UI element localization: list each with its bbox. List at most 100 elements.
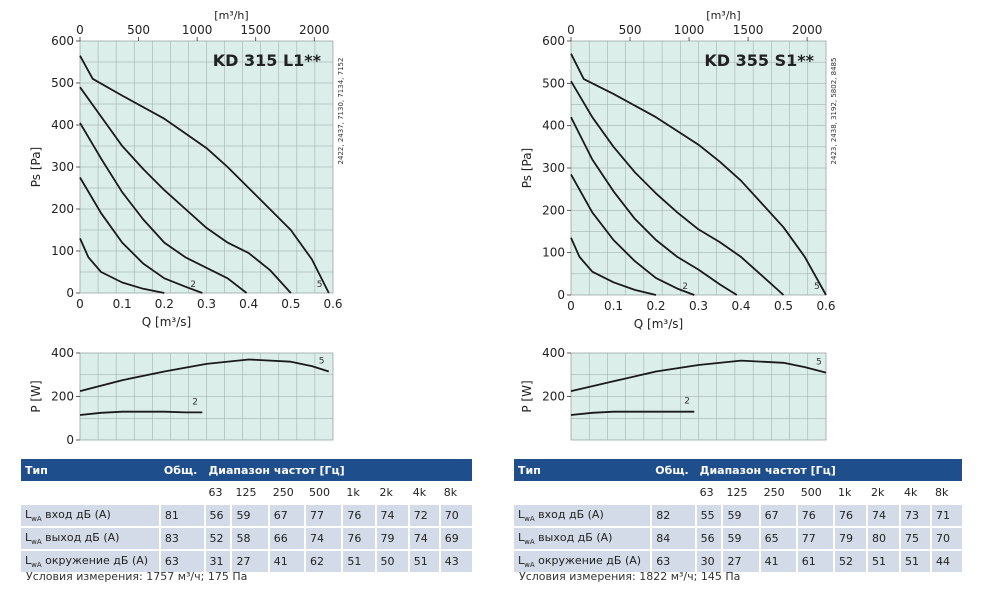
row-label: LwA вход дБ (А) [21, 503, 160, 527]
freq-cell: 63 [204, 481, 232, 504]
y-tick-label: 200 [51, 390, 74, 404]
y-tick-label: 0 [557, 288, 565, 302]
x-axis-label: Q [m³/s] [142, 315, 191, 329]
x-tick-label: 0 [567, 299, 575, 313]
curve-label: 2 [682, 282, 688, 292]
performance-curve [79, 358, 330, 392]
freq-cell: 1k [342, 481, 376, 504]
y-tick-label: 400 [542, 119, 565, 133]
table-cell: 65 [758, 526, 797, 550]
table-cell: 56 [694, 526, 723, 550]
x-tick-label: 0.1 [113, 297, 132, 311]
y-tick-label: 300 [51, 160, 74, 174]
freq-row: 63 125 250 500 1k 2k 4k 8k [514, 481, 962, 504]
table-cell: 77 [304, 503, 343, 527]
performance-curve [79, 410, 203, 416]
chart-title: KD 315 L1** [213, 51, 322, 70]
row-total: 63 [158, 549, 205, 572]
sound-table-right: Тип Общ. Диапазон частот [Гц] 63 125 250… [514, 459, 962, 572]
table-cell: 80 [865, 526, 901, 550]
table-row: LwA вход дБ (А) 82 55 59 67 76 76 74 73 … [514, 503, 962, 527]
performance-curve [570, 116, 738, 296]
table-cell: 55 [694, 503, 723, 527]
y-tick-label: 500 [542, 76, 565, 90]
table-header-row: Тип Общ. Диапазон частот [Гц] [514, 459, 962, 481]
x-tick-label: 0.2 [646, 299, 665, 313]
table-cell: 74 [865, 503, 901, 527]
row-label: LwA окружение дБ (А) [514, 549, 652, 572]
header-range: Диапазон частот [Гц] [204, 459, 472, 481]
table-cell: 59 [721, 526, 760, 550]
table-row: LwA окружение дБ (А) 63 31 27 41 62 51 5… [21, 549, 472, 572]
freq-cell: 2k [866, 481, 901, 504]
table-cell: 74 [407, 526, 440, 550]
table-cell: 70 [438, 503, 472, 527]
y-axis-label: Ps [Pa] [29, 147, 43, 188]
freq-cell: 250 [268, 481, 306, 504]
top-tick-label: 500 [127, 23, 150, 37]
table-cell: 79 [374, 526, 409, 550]
curve-label: 2 [192, 397, 198, 407]
top-tick-label: 1000 [182, 23, 213, 37]
row-total: 84 [650, 526, 696, 550]
table-row: LwA выход дБ (А) 84 56 59 65 77 79 80 75… [514, 526, 962, 550]
table-cell: 71 [929, 503, 962, 527]
freq-cell: 1k [833, 481, 867, 504]
table-cell: 67 [758, 503, 797, 527]
y-tick-label: 200 [51, 202, 74, 216]
table-cell: 69 [438, 526, 472, 550]
row-total: 82 [650, 503, 696, 527]
x-tick-label: 0.3 [197, 297, 216, 311]
x-tick-label: 0.1 [604, 299, 623, 313]
table-cell: 76 [341, 503, 376, 527]
top-tick-label: 1500 [733, 23, 764, 37]
x-tick-label: 0.3 [689, 299, 708, 313]
table-cell: 52 [832, 549, 867, 572]
row-label: LwA выход дБ (А) [514, 526, 652, 550]
performance-curve [570, 53, 827, 296]
freq-cell: 500 [305, 481, 343, 504]
performance-curve [79, 238, 165, 294]
table-cell: 67 [267, 503, 306, 527]
performance-curve [570, 80, 785, 296]
top-tick-label: 0 [76, 23, 84, 37]
table-cell: 41 [267, 549, 306, 572]
table-cell: 56 [203, 503, 232, 527]
performance-curve [79, 86, 292, 294]
chart-title: KD 355 S1** [704, 51, 814, 70]
table-cell: 76 [341, 526, 376, 550]
top-tick-label: 2000 [299, 23, 330, 37]
table-cell: 58 [230, 526, 269, 550]
y-axis-label: P [W] [520, 380, 534, 412]
table-cell: 51 [865, 549, 901, 572]
freq-row: 63 125 250 500 1k 2k 4k 8k [21, 481, 472, 504]
header-range: Диапазон частот [Гц] [695, 459, 962, 481]
header-type: Тип [21, 459, 160, 481]
y-tick-label: 0 [66, 286, 74, 300]
measurement-condition-right: Условия измерения: 1822 м³/ч; 145 Па [519, 570, 741, 583]
row-label: LwA вход дБ (А) [514, 503, 652, 527]
table-row: LwA вход дБ (А) 81 56 59 67 77 76 74 72 … [21, 503, 472, 527]
freq-cell: 4k [408, 481, 440, 504]
y-tick-label: 100 [51, 244, 74, 258]
table-cell: 75 [899, 526, 931, 550]
y-tick-label: 200 [542, 203, 565, 217]
table-cell: 51 [407, 549, 440, 572]
table-cell: 44 [929, 549, 962, 572]
y-tick-label: 200 [542, 390, 565, 404]
table-cell: 74 [304, 526, 343, 550]
freq-cell: 2k [375, 481, 409, 504]
table-cell: 73 [899, 503, 931, 527]
x-tick-label: 0 [76, 297, 84, 311]
curve-label: 5 [317, 280, 323, 290]
table-cell: 76 [832, 503, 867, 527]
performance-curve [79, 122, 248, 294]
freq-cell: 125 [231, 481, 269, 504]
side-note: 2423, 2438, 3192, 5802, 8485 [830, 58, 838, 165]
table-cell: 50 [374, 549, 409, 572]
y-tick-label: 600 [51, 34, 74, 48]
side-note: 2422, 2437, 7130, 7134, 7152 [337, 58, 345, 165]
top-tick-label: 500 [619, 23, 642, 37]
top-tick-label: 2000 [792, 23, 823, 37]
top-tick-label: 0 [567, 23, 575, 37]
